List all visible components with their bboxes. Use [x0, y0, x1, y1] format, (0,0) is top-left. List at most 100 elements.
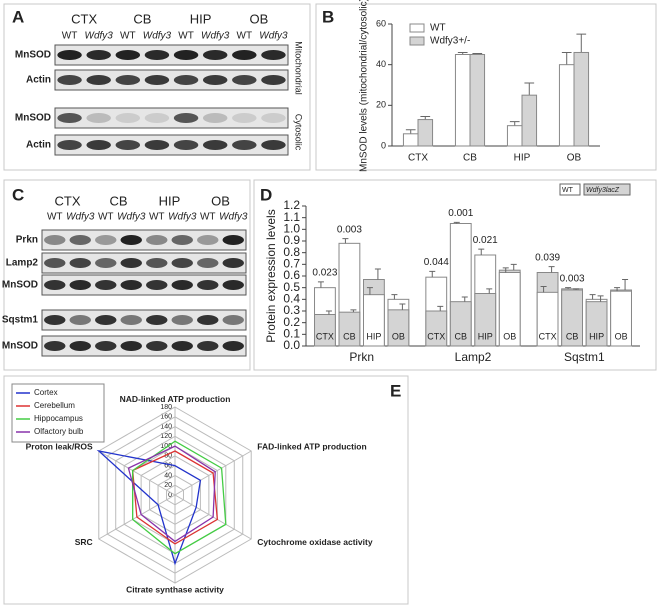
legend-label: Cortex — [34, 388, 58, 397]
bar — [417, 119, 434, 147]
error-bar — [342, 238, 349, 244]
r-tick-label: 100 — [160, 443, 172, 450]
blot-band — [44, 341, 66, 351]
panel-letter: C — [12, 185, 24, 204]
radar-line — [127, 445, 216, 543]
blot-band — [44, 280, 66, 290]
group-label: Sqstm1 — [564, 350, 605, 364]
x-tick-label: CB — [463, 153, 477, 164]
blot-band — [171, 315, 193, 325]
panel-letter: A — [12, 7, 24, 26]
blot-row-label: MnSOD — [2, 341, 38, 352]
annotation: 0.023 — [312, 267, 337, 278]
bar — [449, 301, 472, 347]
bar — [536, 291, 559, 347]
blot-band — [171, 280, 193, 290]
blot-band — [57, 50, 82, 60]
blot-band — [232, 140, 257, 150]
spoke — [98, 450, 176, 496]
error-bar — [614, 287, 621, 292]
legend-label: Cerebellum — [34, 401, 75, 410]
legend-swatch — [409, 23, 425, 33]
blot-band — [197, 280, 219, 290]
error-bar — [573, 288, 580, 290]
blot-lane-label: Wdfy3 — [85, 31, 114, 42]
axis-label: Citrate synthase activity — [126, 584, 224, 594]
error-bar — [622, 279, 629, 290]
blot-lane-label: Wdfy3 — [66, 212, 95, 223]
legend-label: Wdfy3lacZ — [586, 187, 620, 194]
blot-band — [202, 50, 228, 60]
bar — [402, 133, 419, 147]
error-bar — [350, 309, 357, 313]
x-tick-label: HIP — [366, 331, 381, 341]
legend-label: Wdfy3+/- — [430, 36, 470, 47]
y-tick-label: 40 — [376, 59, 386, 69]
x-tick-label: OB — [567, 153, 582, 164]
blot-band — [261, 50, 286, 60]
error-bar — [502, 267, 509, 273]
blot-band — [171, 235, 193, 245]
annotation: 0.003 — [560, 273, 585, 284]
error-bar — [486, 288, 493, 294]
blot-band — [86, 50, 111, 60]
blot-band — [173, 140, 199, 150]
bar — [425, 310, 448, 347]
blot-strip — [41, 335, 247, 357]
error-bar — [391, 294, 398, 300]
blot-band — [95, 235, 117, 245]
bar — [454, 54, 471, 147]
blot-group-label: OB — [211, 193, 230, 208]
r-tick-label: 140 — [160, 423, 172, 430]
x-tick-label: HIP — [589, 331, 604, 341]
blot-fraction-label: Mitochondrial — [294, 41, 304, 95]
blot-lane-label: WT — [149, 212, 165, 223]
blot-group-label: CB — [109, 193, 127, 208]
panel-letter: E — [390, 381, 401, 400]
blot-band — [69, 280, 91, 290]
blot-band — [146, 341, 168, 351]
blot-strip — [54, 107, 289, 129]
blot-strip — [41, 274, 247, 296]
y-tick-label: 20 — [376, 100, 386, 110]
r-tick-label: 0 — [168, 492, 172, 499]
blot-band — [95, 280, 117, 290]
x-tick-label: OB — [615, 331, 628, 341]
bar — [585, 301, 608, 347]
blot-band — [261, 75, 286, 85]
blot-band — [57, 75, 82, 85]
error-bar — [405, 129, 416, 134]
blot-band — [222, 235, 244, 245]
bar — [314, 314, 336, 347]
blot-band — [202, 75, 228, 85]
y-tick-label: 0.3 — [283, 303, 300, 317]
error-bar — [437, 305, 444, 311]
blot-band — [120, 235, 142, 245]
blot-band — [120, 341, 142, 351]
blot-strip — [41, 252, 247, 274]
group-label: Lamp2 — [455, 350, 492, 364]
y-tick-label: 0.0 — [283, 338, 300, 352]
blot-band — [232, 113, 257, 123]
blot-band — [115, 140, 141, 150]
y-tick-label: 0.7 — [283, 257, 300, 271]
r-tick-label: 180 — [160, 404, 172, 411]
axis-label: Cytochrome oxidase activity — [257, 537, 373, 547]
blot-lane-label: Wdfy3 — [201, 31, 230, 42]
blot-row-label: Prkn — [16, 235, 38, 246]
error-bar — [399, 303, 406, 310]
blot-strip — [54, 44, 289, 66]
annotation: 0.003 — [337, 224, 362, 235]
x-tick-label: CTX — [427, 331, 445, 341]
error-bar — [524, 82, 535, 96]
blot-lane-label: WT — [178, 31, 194, 42]
blot-band — [115, 50, 141, 60]
blot-fraction-label: Cytosolic — [294, 114, 304, 151]
blot-row-label: Actin — [26, 75, 51, 86]
y-tick-label: 0.5 — [283, 280, 300, 294]
annotation: 0.001 — [448, 208, 473, 219]
error-bar — [548, 266, 555, 273]
blot-band — [146, 315, 168, 325]
error-bar — [325, 310, 332, 315]
blot-row-label: Sqstm1 — [2, 315, 39, 326]
